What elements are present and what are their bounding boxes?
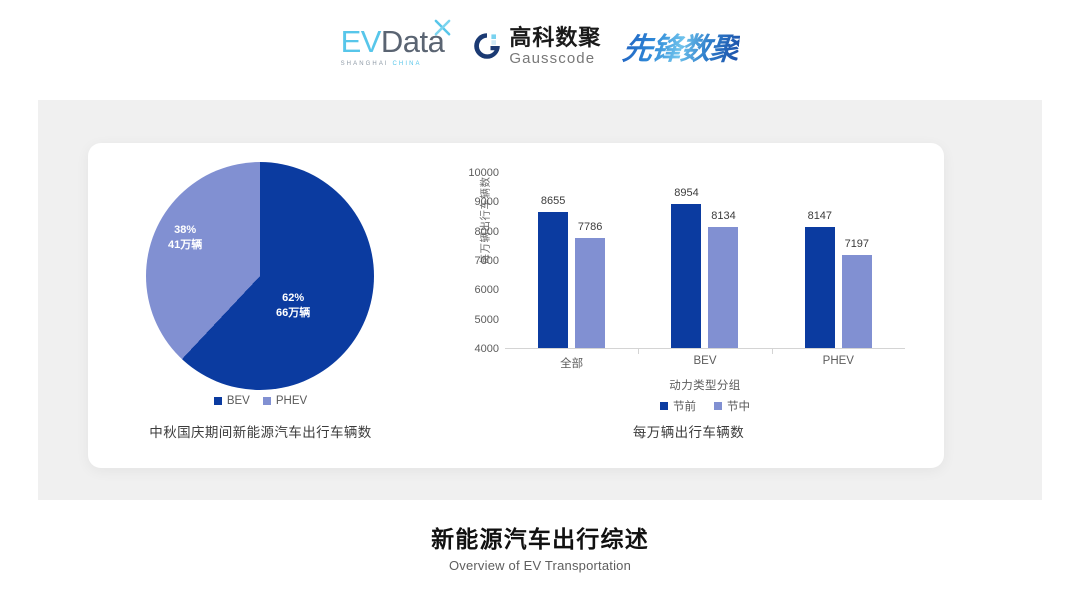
evdata-logo-data: Data xyxy=(380,23,445,59)
bar-chart-x-axis-line xyxy=(505,348,905,349)
evdata-logo-wordmark: EVData xyxy=(341,26,445,57)
pie-legend-item-bev[interactable]: BEV xyxy=(213,395,250,407)
page-footer: 新能源汽车出行综述 Overview of EV Transportation xyxy=(0,525,1080,573)
bar-value-label: 8134 xyxy=(711,210,736,223)
legend-swatch-icon xyxy=(262,397,271,405)
gausscode-logo-text: 高科数聚 Gausscode xyxy=(509,24,602,67)
pie-legend-label-phev: PHEV xyxy=(275,395,308,407)
bar-jieqian[interactable]: 8655 xyxy=(538,195,569,348)
bar-value-label: 7197 xyxy=(844,237,870,250)
bar-legend-label-jieqian: 节前 xyxy=(673,401,696,413)
bar-jiezhong[interactable]: 8134 xyxy=(708,210,739,348)
logo-bar: EVData SHANGHAI CHINA 高科数聚 Gausscode 先锋数… xyxy=(0,0,1080,92)
pie-slice-percent-phev: 38% xyxy=(174,224,197,236)
pie-figure xyxy=(146,162,374,390)
pie-chart-caption: 中秋国庆期间新能源汽车出行车辆数 xyxy=(149,425,372,440)
pie-legend: BEV PHEV xyxy=(88,395,433,407)
bar-legend-label-jiezhong: 节中 xyxy=(727,401,750,413)
pie-slice-label-phev: 38% 41万辆 xyxy=(168,223,202,253)
bar-chart-legend: 节前 节中 xyxy=(505,398,905,414)
xianfeng-logo: 先锋数聚 xyxy=(621,24,742,68)
pie-slice-percent-bev: 62% xyxy=(282,292,305,304)
bar-value-label: 7786 xyxy=(577,220,603,233)
charts-card: 62% 66万辆 38% 41万辆 BEV PHEV 中秋国庆期间新能源汽车出行… xyxy=(88,143,944,468)
evdata-logo: EVData SHANGHAI CHINA xyxy=(341,19,451,67)
bar-value-label: 8655 xyxy=(540,195,566,208)
y-tick: 8000 xyxy=(474,225,499,238)
pie-slice-amount-bev: 66万辆 xyxy=(276,306,311,319)
bar-jieqian[interactable]: 8954 xyxy=(671,187,702,348)
x-label-phev: PHEV xyxy=(822,355,854,367)
y-tick: 9000 xyxy=(474,196,499,209)
pie-slice-label-bev: 62% 66万辆 xyxy=(276,291,310,321)
evdata-logo-tagline: SHANGHAI CHINA xyxy=(341,61,422,67)
y-tick: 5000 xyxy=(474,313,499,326)
bar-legend-item-jieqian[interactable]: 节前 xyxy=(660,398,696,414)
evdata-logo-tagline-city: SHANGHAI xyxy=(340,60,389,67)
gausscode-mark-icon xyxy=(472,31,502,61)
y-tick: 4000 xyxy=(474,343,499,355)
page-title: 新能源汽车出行综述 xyxy=(431,526,649,552)
bar-chart-plot: 10000 9000 8000 7000 6000 5000 4000 8655… xyxy=(468,167,905,355)
pie-chart-panel: 62% 66万辆 38% 41万辆 BEV PHEV 中秋国庆期间新能源汽车出行… xyxy=(88,143,433,468)
bar-group: 8655 7786 xyxy=(505,173,638,348)
evdata-logo-tagline-country: CHINA xyxy=(392,60,422,67)
pie-chart: 62% 66万辆 38% 41万辆 xyxy=(146,162,374,390)
bar-jiezhong[interactable]: 7786 xyxy=(575,221,606,348)
bar-chart-x-labels: 全部 BEV PHEV xyxy=(505,355,905,371)
x-label-bev: BEV xyxy=(693,355,717,367)
legend-swatch-icon xyxy=(660,402,668,410)
bar-group: 8147 7197 xyxy=(771,173,905,354)
x-label-all: 全部 xyxy=(560,358,584,370)
bar-jiezhong[interactable]: 7197 xyxy=(841,238,872,348)
y-tick: 7000 xyxy=(474,255,499,267)
bar-jieqian[interactable]: 8147 xyxy=(804,210,835,348)
pie-legend-label-bev: BEV xyxy=(226,395,250,407)
bar-value-label: 8954 xyxy=(674,186,699,199)
gausscode-logo-en: Gausscode xyxy=(509,49,596,67)
y-tick: 6000 xyxy=(474,284,499,297)
legend-swatch-icon xyxy=(213,397,222,405)
y-tick: 10000 xyxy=(468,167,499,179)
legend-swatch-icon xyxy=(714,402,722,410)
bar-value-label: 8147 xyxy=(807,210,833,223)
bar-chart-panel: 每万辆出行车辆数 10000 9000 8000 7000 6000 5000 … xyxy=(433,143,944,468)
evdata-logo-ev: EV xyxy=(340,23,382,59)
bar-chart-y-ticks: 10000 9000 8000 7000 6000 5000 4000 xyxy=(463,167,499,355)
bar-legend-item-jiezhong[interactable]: 节中 xyxy=(714,398,750,414)
bar-group: 8954 8134 xyxy=(638,173,771,354)
gausscode-logo-cn: 高科数聚 xyxy=(509,24,602,50)
bar-chart-x-axis-title: 动力类型分组 xyxy=(669,380,741,392)
gausscode-logo: 高科数聚 Gausscode xyxy=(472,24,602,67)
x-sparkle-icon xyxy=(435,19,451,35)
bar-chart-groups: 8655 7786 8954 8134 8147 xyxy=(505,173,905,354)
page-subtitle: Overview of EV Transportation xyxy=(448,557,632,573)
pie-legend-item-phev[interactable]: PHEV xyxy=(262,395,308,407)
bar-chart-caption: 每万辆出行车辆数 xyxy=(632,425,745,440)
pie-slice-amount-phev: 41万辆 xyxy=(168,238,203,251)
